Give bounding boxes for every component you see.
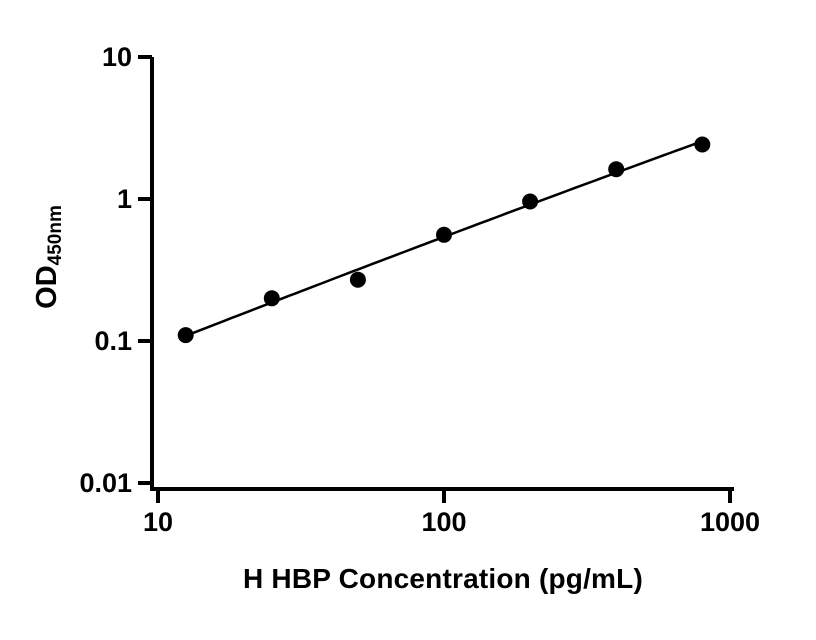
data-point-marker [263,290,280,307]
y-axis-label-main: OD [31,265,63,309]
y-axis-label-subscript: 450nm [45,205,66,266]
data-point-marker [349,271,366,288]
data-point-marker [436,226,452,243]
axis-spines [150,57,734,491]
x-tick-label: 100 [421,507,466,537]
x-axis-label: H HBP Concentration (pg/mL) [243,563,643,594]
data-point-marker [694,136,711,153]
data-point-marker [522,193,539,210]
y-tick-label: 0.1 [94,326,132,356]
y-tick-label: 0.01 [79,468,132,498]
data-point-marker [608,161,625,178]
y-tick-label: 1 [117,184,132,214]
y-tick-label: 10 [102,42,132,72]
y-axis-label: OD450nm [31,157,66,357]
x-tick-label: 10 [143,507,173,537]
data-point-marker [177,327,194,344]
x-tick-label: 1000 [700,507,760,537]
